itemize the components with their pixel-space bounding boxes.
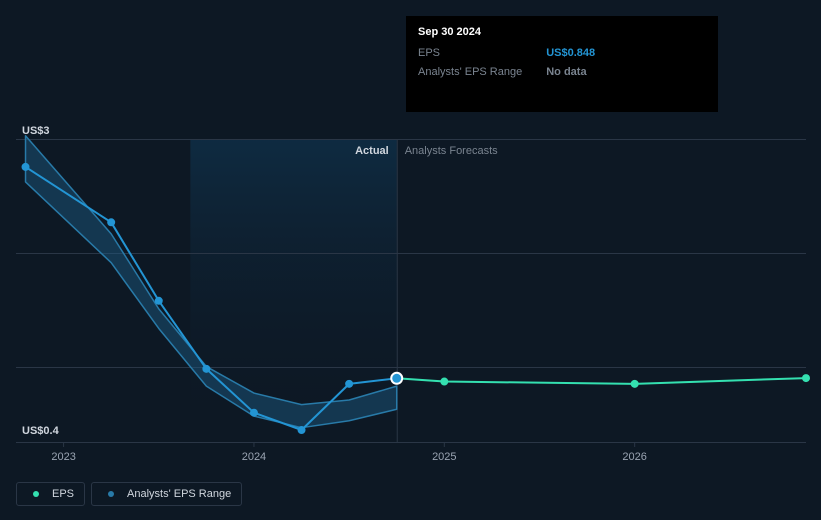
tooltip-table: EPSUS$0.848Analysts' EPS RangeNo data: [418, 44, 656, 83]
eps-marker: [250, 409, 258, 417]
legend-label: EPS: [52, 488, 74, 500]
y-axis-top-label: US$3: [22, 125, 50, 137]
forecast-region-label: Analysts Forecasts: [405, 145, 498, 157]
actual-region-label: Actual: [355, 145, 389, 157]
legend-item-range[interactable]: Analysts' EPS Range: [91, 482, 242, 506]
tooltip-value: US$0.848: [546, 44, 656, 64]
legend-swatch: [27, 490, 45, 498]
eps-line-forecast: [397, 378, 806, 384]
eps-marker: [440, 378, 448, 386]
eps-marker: [631, 380, 639, 388]
eps-marker: [298, 426, 306, 434]
tooltip-row: EPSUS$0.848: [418, 44, 656, 64]
tooltip-key: Analysts' EPS Range: [418, 63, 546, 83]
x-tick-label: 2023: [51, 451, 75, 463]
x-tick-label: 2025: [432, 451, 456, 463]
legend: EPS Analysts' EPS Range: [16, 482, 242, 506]
x-tick-label: 2026: [622, 451, 646, 463]
legend-label: Analysts' EPS Range: [127, 488, 231, 500]
tracked-point-marker: [391, 373, 402, 384]
eps-marker: [107, 218, 115, 226]
tooltip-row: Analysts' EPS RangeNo data: [418, 63, 656, 83]
y-axis-bottom-label: US$0.4: [22, 425, 60, 437]
eps-marker: [22, 163, 30, 171]
eps-marker: [155, 297, 163, 305]
eps-marker: [202, 365, 210, 373]
chart-tooltip: Sep 30 2024 EPSUS$0.848Analysts' EPS Rang…: [406, 16, 718, 112]
legend-item-eps[interactable]: EPS: [16, 482, 85, 506]
eps-marker: [802, 374, 810, 382]
tooltip-date: Sep 30 2024: [418, 24, 706, 42]
tooltip-key: EPS: [418, 44, 546, 64]
tooltip-value: No data: [546, 63, 656, 83]
legend-swatch: [102, 490, 120, 498]
eps-marker: [345, 380, 353, 388]
x-tick-label: 2024: [242, 451, 266, 463]
